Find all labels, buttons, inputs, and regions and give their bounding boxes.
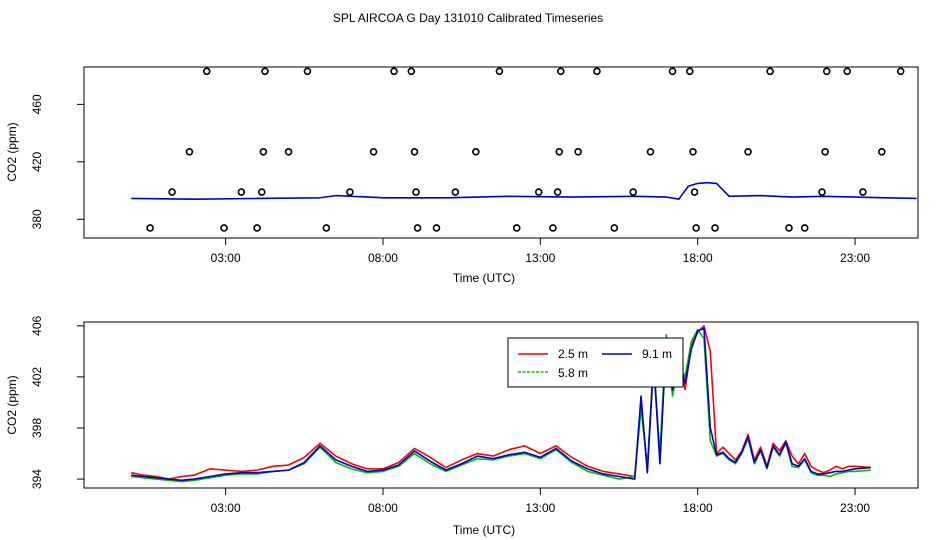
top-calibration-point (692, 224, 700, 232)
top-calibration-point (202, 67, 211, 76)
bottom-y-label: CO2 (ppm) (5, 375, 19, 434)
bottom-plot-frame (83, 321, 919, 489)
top-calibration-point (261, 67, 269, 76)
top-calibration-point (859, 188, 867, 196)
bottom-panel: 03:00 08:00 13:00 18:00 23:00 394 398 402 406 T… (5, 315, 919, 537)
top-series-group (131, 181, 917, 201)
bottom-x-axis: 03:00 08:00 13:00 18:00 23:00 (211, 488, 870, 515)
top-calibration-point (593, 67, 601, 76)
bottom-series-group (131, 325, 871, 483)
top-calibration-point (512, 224, 521, 232)
top-calibration-point (407, 67, 416, 76)
top-calibration-point (766, 67, 774, 76)
bottom-x-tick-label: 03:00 (211, 501, 241, 515)
top-plot-frame (83, 66, 919, 239)
bottom-x-tick-label: 08:00 (368, 501, 398, 515)
top-calibration-point (534, 188, 543, 196)
bottom-x-tick-label: 23:00 (840, 501, 870, 515)
top-calibration-point (878, 147, 886, 156)
top-calibration-point (432, 224, 441, 232)
top-calibration-point (843, 67, 851, 76)
top-panel: 03:00 08:00 13:00 18:00 23:00 380 420 460 Time… (5, 66, 919, 285)
top-calibration-point (284, 147, 293, 156)
top-y-tick-label: 380 (30, 209, 44, 229)
top-calibration-point (785, 224, 793, 232)
top-calibration-point (369, 147, 378, 156)
top-calibration-point (818, 188, 826, 196)
bottom-x-tick-label: 13:00 (525, 501, 555, 515)
top-calibration-point (556, 67, 565, 76)
top-calibration-point (668, 67, 677, 76)
legend-label-2-5m: 2.5 m (558, 347, 588, 361)
top-calibration-point (744, 147, 752, 156)
top-x-tick-label: 18:00 (683, 251, 713, 265)
top-calibration-point (686, 67, 694, 76)
top-calibration-point (689, 147, 697, 156)
top-calibration-point (646, 147, 655, 156)
legend-label-5-8m: 5.8 m (558, 366, 588, 380)
top-calibration-point (237, 188, 246, 196)
top-calibration-point (185, 147, 194, 156)
top-x-axis: 03:00 08:00 13:00 18:00 23:00 (211, 238, 870, 265)
top-x-tick-label: 03:00 (211, 251, 241, 265)
bottom-y-tick-label: 398 (30, 418, 44, 438)
top-calibration-point (346, 188, 354, 196)
top-calibration-point (413, 224, 422, 232)
top-calibration-point (146, 224, 154, 232)
top-calibration-point (711, 224, 719, 232)
bottom-y-tick-label: 402 (30, 367, 44, 387)
top-calibration-point (303, 67, 312, 76)
top-calibration-point (220, 224, 228, 232)
top-calibration-point (610, 224, 619, 232)
top-calibration-point (690, 188, 699, 196)
legend: 2.5 m 9.1 m 5.8 m (507, 337, 684, 388)
top-calibration-point (390, 67, 398, 76)
top-x-tick-label: 08:00 (368, 251, 398, 265)
top-calibration-points (146, 67, 905, 232)
top-calibration-point (168, 188, 176, 196)
top-calibration-point (253, 224, 261, 232)
top-calibration-point (629, 188, 637, 196)
top-calibration-point (322, 224, 331, 232)
top-calibration-point (555, 147, 564, 156)
top-series-line-blue (131, 181, 917, 201)
top-calibration-point (410, 147, 419, 156)
top-y-label: CO2 (ppm) (5, 122, 19, 181)
top-calibration-point (258, 188, 266, 196)
top-calibration-point (800, 224, 809, 232)
legend-label-9-1m: 9.1 m (642, 347, 672, 361)
top-calibration-point (574, 147, 582, 156)
top-x-label: Time (UTC) (453, 271, 515, 285)
top-calibration-point (549, 224, 557, 232)
top-calibration-point (472, 147, 480, 156)
top-calibration-point (822, 67, 831, 76)
top-x-tick-label: 13:00 (525, 251, 555, 265)
bottom-series-line-5-8-m (131, 328, 871, 483)
top-y-tick-label: 460 (30, 94, 44, 114)
top-calibration-point (451, 188, 460, 196)
top-calibration-point (553, 188, 562, 196)
bottom-y-tick-label: 406 (30, 315, 44, 335)
legend-box (507, 337, 684, 388)
chart-title: SPL AIRCOA G Day 131010 Calibrated Times… (333, 11, 603, 25)
bottom-y-tick-label: 394 (30, 469, 44, 489)
bottom-y-axis: 394 398 402 406 (30, 315, 84, 489)
top-y-axis: 380 420 460 (30, 94, 84, 229)
bottom-x-tick-label: 18:00 (683, 501, 713, 515)
bottom-x-label: Time (UTC) (453, 523, 515, 537)
top-y-tick-label: 420 (30, 152, 44, 172)
top-x-tick-label: 23:00 (840, 251, 870, 265)
top-calibration-point (495, 67, 504, 76)
top-calibration-point (896, 67, 905, 76)
top-calibration-point (412, 188, 420, 196)
bottom-series-line-9-1-m (131, 327, 871, 482)
top-calibration-point (821, 147, 829, 156)
top-calibration-point (259, 147, 268, 156)
